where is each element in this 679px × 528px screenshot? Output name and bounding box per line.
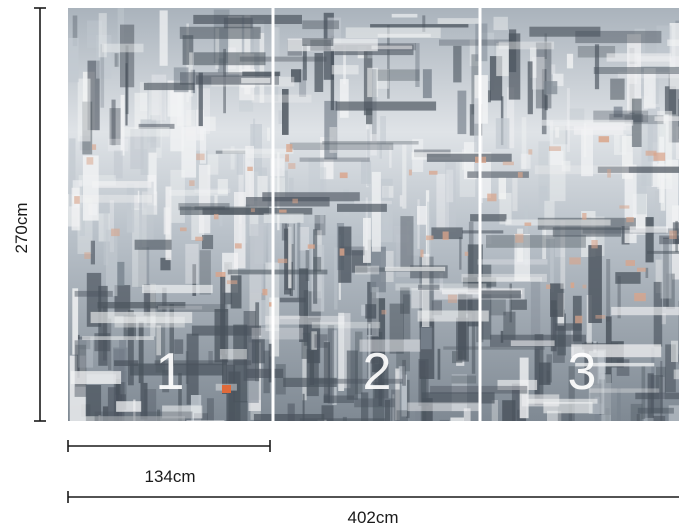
brushstroke-texture — [68, 8, 679, 421]
panel-number-3: 3 — [568, 343, 597, 401]
total-width-dimension-line — [67, 491, 679, 503]
panel-width-dimension-line — [67, 440, 271, 452]
panel-width-label: 134cm — [144, 467, 196, 486]
height-dimension-line — [34, 7, 46, 422]
panel-number-2: 2 — [363, 343, 392, 401]
total-width-label: 402cm — [347, 508, 399, 527]
height-label: 270cm — [12, 202, 31, 254]
panel-number-1: 1 — [156, 343, 185, 401]
